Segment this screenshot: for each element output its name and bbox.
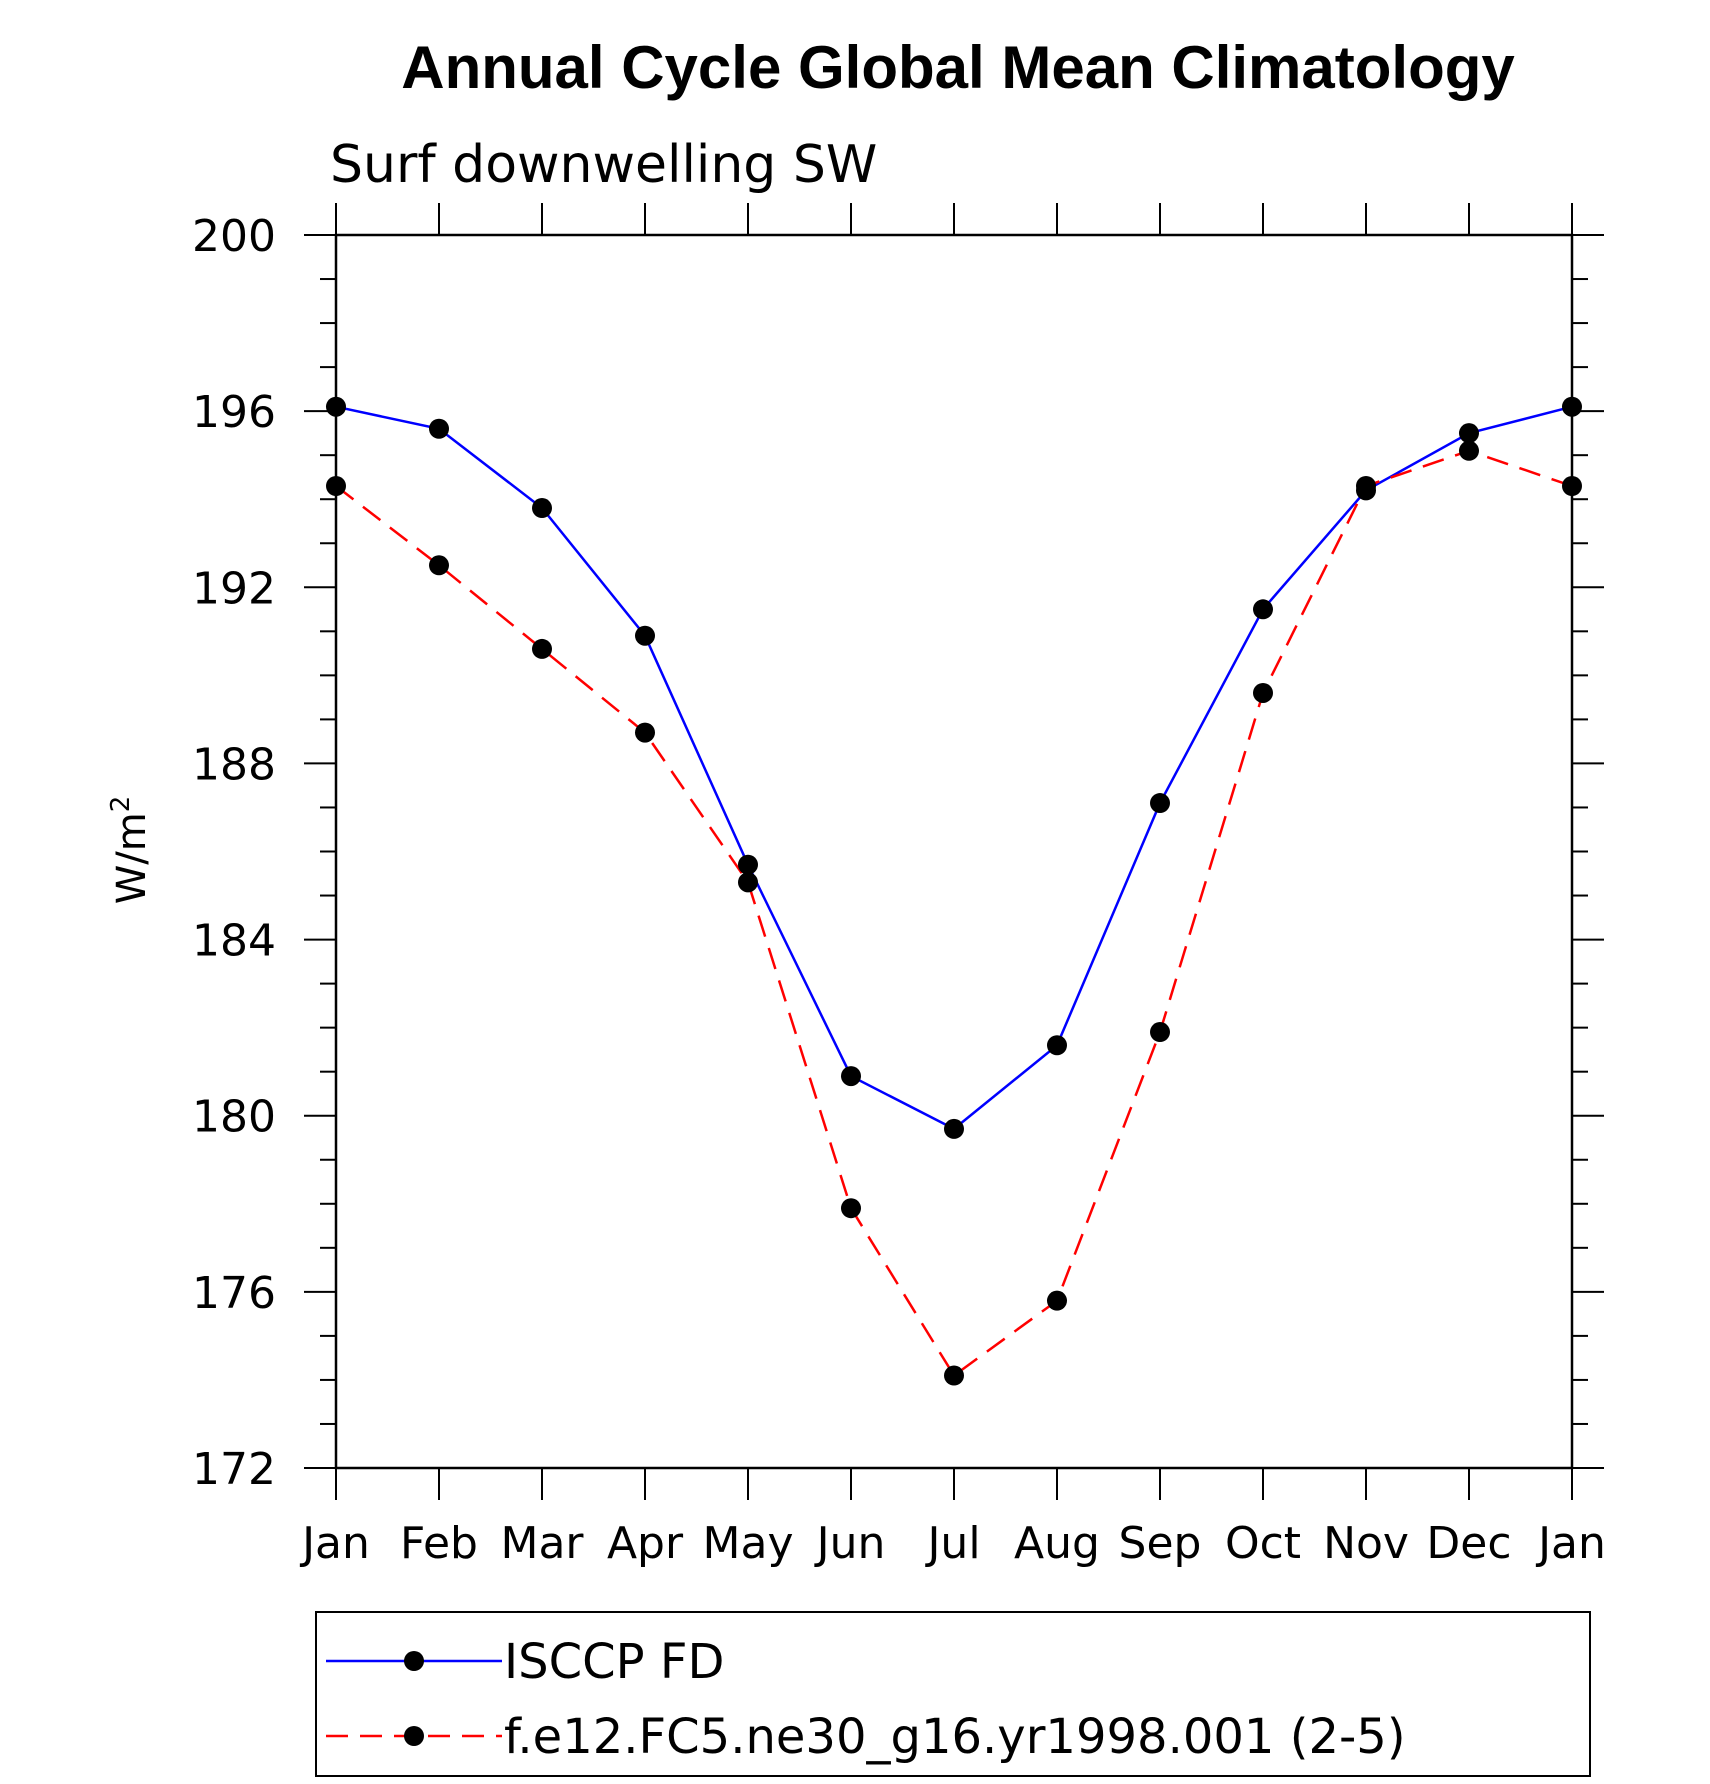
series-1-point [1047, 1290, 1067, 1311]
y-axis-ticks: 172 176 180 184 188 192 196 200 [192, 211, 1604, 1495]
series-line-0 [335, 405, 1573, 1131]
series-1-point [944, 1365, 964, 1386]
y-tick-label: 184 [192, 916, 276, 967]
x-tick-label: Mar [500, 1518, 584, 1569]
x-tick-label: Aug [1014, 1518, 1100, 1569]
series-1-point [1253, 682, 1273, 703]
y-tick-label: 180 [192, 1092, 276, 1143]
legend-label-model: f.e12.FC5.ne30_g16.yr1998.001 (2-5) [504, 1709, 1406, 1765]
series-line-1 [335, 449, 1573, 1378]
y-tick-label: 176 [192, 1268, 276, 1319]
series-0-point [429, 418, 449, 439]
series-0-point [841, 1066, 861, 1087]
y-axis-label: W/m2 [106, 796, 155, 905]
x-axis-ticks: Jan Feb Mar Apr May Jun Jul Aug Sep Oct Nov Dec Jan [299, 203, 1606, 1569]
x-tick-label: Jan [1535, 1518, 1606, 1569]
x-tick-label: Jul [924, 1518, 980, 1569]
x-tick-label: Sep [1119, 1518, 1202, 1569]
y-axis-label-superscript: 2 [106, 796, 136, 813]
series-1-point [738, 872, 758, 893]
legend-marker-isccp [404, 1651, 424, 1671]
series-layer [326, 396, 1582, 1386]
series-0-point [1150, 793, 1170, 814]
y-axis-label-main: W/m [109, 812, 155, 904]
legend: ISCCP FD f.e12.FC5.ne30_g16.yr1998.001 (… [315, 1611, 1591, 1777]
series-0-point [944, 1118, 964, 1139]
series-1-point [1356, 476, 1376, 497]
series-1-point [841, 1198, 861, 1219]
x-tick-label: Jun [814, 1518, 886, 1569]
x-tick-label: Nov [1323, 1518, 1409, 1569]
series-0-point [532, 498, 552, 519]
y-tick-label: 200 [192, 211, 276, 262]
chart-title: Annual Cycle Global Mean Climatology [401, 34, 1515, 101]
y-tick-label: 172 [192, 1444, 276, 1495]
series-0-point [738, 854, 758, 875]
series-0-point [635, 625, 655, 646]
x-tick-label: Oct [1225, 1518, 1301, 1569]
plot-frame [334, 233, 1574, 1470]
x-tick-label: Jan [299, 1518, 370, 1569]
series-1-point [1150, 1022, 1170, 1043]
x-tick-label: May [703, 1518, 794, 1569]
series-0-point [1047, 1035, 1067, 1056]
series-1-point [635, 722, 655, 743]
series-1-point [1459, 440, 1479, 461]
series-0-point [1459, 423, 1479, 444]
x-tick-label: Feb [400, 1518, 478, 1569]
legend-box [315, 1611, 1591, 1777]
series-1-point [532, 638, 552, 659]
x-tick-label: Apr [607, 1518, 684, 1569]
series-0-point [1253, 599, 1273, 620]
y-tick-label: 196 [192, 387, 276, 438]
y-tick-label: 188 [192, 739, 276, 790]
legend-label-isccp: ISCCP FD [504, 1634, 724, 1690]
chart-subtitle: Surf downwelling SW [330, 135, 877, 195]
legend-marker-model [404, 1726, 424, 1746]
series-1-point [429, 555, 449, 576]
y-tick-label: 192 [192, 563, 276, 614]
x-tick-label: Dec [1426, 1518, 1511, 1569]
